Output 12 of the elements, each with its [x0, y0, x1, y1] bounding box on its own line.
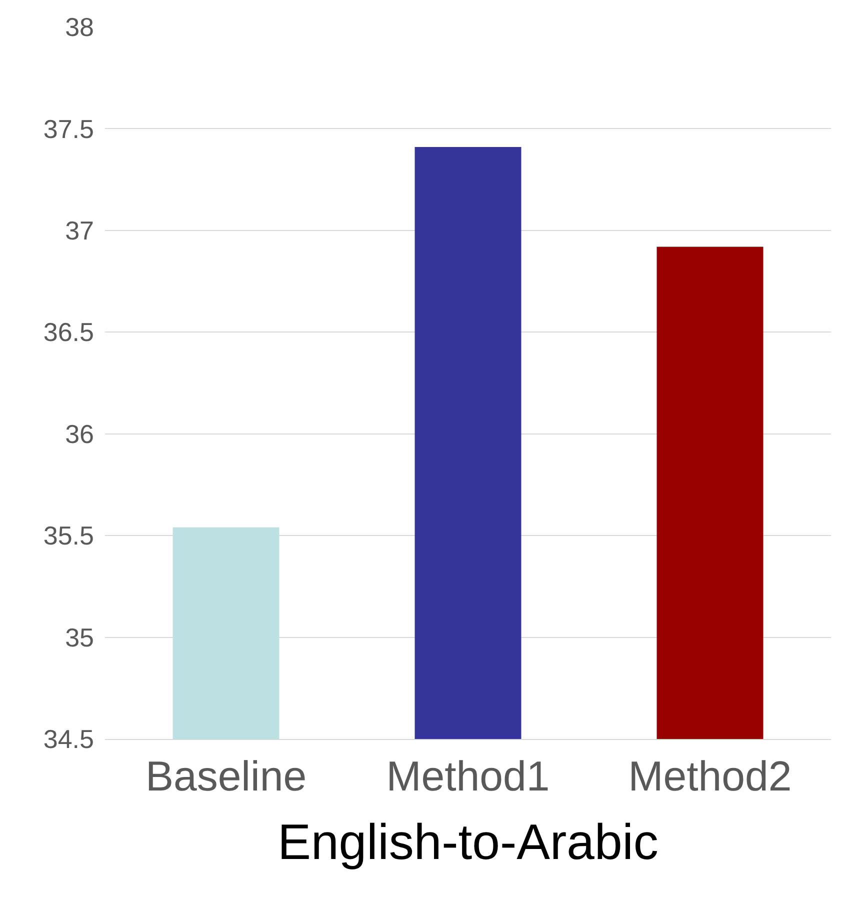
y-tick-label: 35.5	[43, 520, 94, 551]
x-tick-label: Method2	[628, 752, 792, 800]
x-tick-label: Baseline	[145, 752, 307, 800]
y-tick-label: 35	[65, 622, 94, 652]
y-tick-label: 38	[65, 12, 94, 42]
y-tick-label: 34.5	[43, 724, 94, 754]
y-tick-label: 36	[65, 418, 94, 449]
y-tick-label: 37	[65, 216, 94, 246]
x-tick-label: Method1	[386, 752, 550, 800]
y-tick-label: 37.5	[43, 114, 94, 144]
x-axis-title: English-to-Arabic	[278, 814, 658, 870]
y-tick-label: 36.5	[43, 317, 94, 348]
